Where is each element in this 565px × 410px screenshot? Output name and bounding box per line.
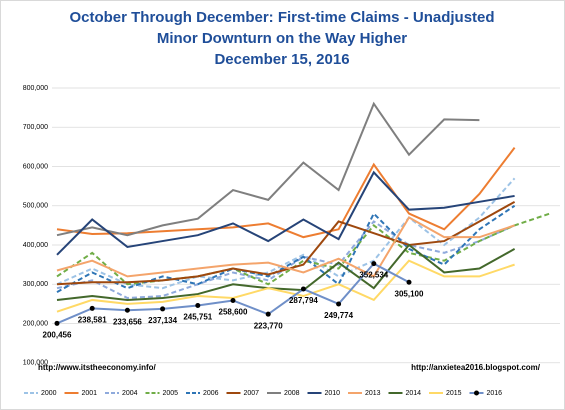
data-label: 245,751	[183, 313, 212, 322]
data-point	[265, 311, 271, 317]
series-line	[56, 200, 516, 286]
chart-date: December 15, 2016	[214, 51, 349, 68]
chart-subtitle: Minor Downturn on the Way Higher	[157, 30, 407, 47]
plot: 100,000 200,000 300,000 400,000 500,000 600,0…	[23, 85, 560, 367]
data-label: 287,794	[289, 296, 318, 305]
data-point	[160, 306, 166, 312]
data-label: 258,600	[219, 308, 248, 317]
legend-label: 2014	[406, 390, 422, 397]
series-line	[56, 177, 516, 290]
data-point	[406, 279, 412, 285]
y-tick-label: 400,000	[23, 242, 48, 249]
data-label: 200,456	[43, 330, 72, 339]
data-label: 238,581	[78, 315, 107, 324]
data-point	[195, 303, 201, 309]
source-left: http://www.itstheeconomy.info/	[38, 363, 157, 372]
legend-label: 2004	[122, 390, 138, 397]
legend-label: 2010	[325, 390, 341, 397]
legend-label: 2016	[487, 390, 503, 397]
legend-label: 2013	[365, 390, 381, 397]
data-point	[89, 305, 95, 311]
legend-label: 2015	[446, 390, 462, 397]
data-point	[371, 261, 377, 267]
data-point	[336, 301, 342, 307]
data-label: 352,534	[359, 271, 388, 280]
data-label: 305,100	[395, 289, 424, 298]
series-line	[56, 170, 515, 256]
data-label: 249,774	[324, 311, 353, 320]
data-label: 233,656	[113, 317, 142, 326]
y-tick-label: 200,000	[23, 320, 48, 327]
y-tick-label: 800,000	[23, 85, 48, 92]
legend-label: 2006	[203, 390, 219, 397]
series-line	[56, 101, 480, 237]
data-point	[230, 297, 236, 303]
legend-label: 2007	[244, 390, 260, 397]
legend-label: 2008	[284, 390, 300, 397]
source-right: http://anxietea2016.blogspot.com/	[411, 363, 541, 372]
legend-label: 2005	[163, 390, 179, 397]
y-tick-label: 500,000	[23, 203, 48, 210]
data-label: 237,134	[148, 316, 177, 325]
series-line	[56, 259, 515, 313]
legend-label: 2000	[41, 390, 57, 397]
y-tick-label: 300,000	[23, 281, 48, 288]
legend-marker	[474, 390, 479, 396]
y-tick-label: 700,000	[23, 124, 48, 131]
series-line	[56, 212, 551, 286]
series-line	[56, 216, 515, 278]
data-point	[54, 320, 60, 326]
chart-title: October Through December: First-time Cla…	[69, 9, 494, 26]
y-tick-label: 600,000	[23, 163, 48, 170]
series-line	[56, 204, 516, 293]
legend: 2000 2001 2004 2005 2006 2007 2008 2010 2013 2014…	[14, 384, 554, 402]
data-label: 223,770	[254, 321, 283, 330]
series-line	[56, 243, 516, 301]
y-tick-label: 100,000	[23, 360, 48, 367]
data-point	[300, 286, 306, 292]
data-point	[124, 307, 130, 313]
legend-box	[14, 384, 554, 402]
legend-label: 2001	[82, 390, 98, 397]
